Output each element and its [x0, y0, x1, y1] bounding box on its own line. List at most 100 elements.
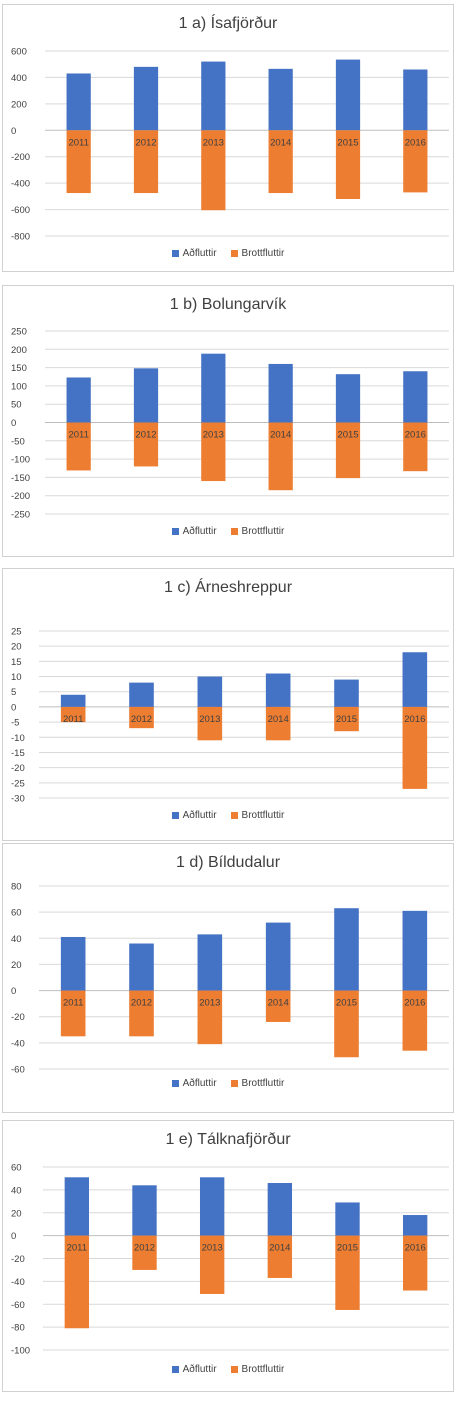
bar-brottfluttir — [265, 990, 291, 1022]
bar-brottfluttir — [334, 706, 359, 732]
legend-item-adfluttir: Aðfluttir — [171, 1364, 217, 1375]
x-category-label: 2011 — [68, 137, 88, 148]
y-tick-label: -50 — [11, 436, 25, 447]
y-tick-label: -200 — [11, 152, 30, 163]
bar-brottfluttir — [199, 1235, 225, 1294]
bar-brottfluttir — [197, 990, 223, 1045]
legend-item-brottfluttir: Brottfluttir — [230, 526, 285, 537]
legend-label: Aðfluttir — [182, 1078, 217, 1089]
bar-adfluttir — [133, 368, 159, 423]
y-tick-label: 20 — [11, 1208, 22, 1219]
bar-brottfluttir — [402, 990, 428, 1051]
bar-adfluttir — [265, 673, 291, 707]
bar-brottfluttir — [133, 130, 159, 194]
y-tick-label: -400 — [11, 179, 30, 190]
y-tick-label: -20 — [11, 1012, 25, 1023]
bar-adfluttir — [66, 73, 91, 131]
bar-adfluttir — [197, 676, 223, 707]
bar-brottfluttir — [129, 990, 154, 1037]
legend-label: Aðfluttir — [182, 810, 217, 821]
y-tick-label: 80 — [11, 882, 22, 893]
chart-title: 1 b) Bolungarvík — [169, 296, 287, 313]
y-tick-label: 40 — [11, 934, 22, 945]
y-tick-label: 50 — [11, 400, 22, 411]
chart-panel: 1 c) Árneshreppur 25 20 15 10 5 0 -5 -10 -15 -20 -2… — [2, 568, 454, 841]
bar-adfluttir — [129, 943, 154, 991]
x-category-label: 2013 — [202, 1243, 223, 1254]
bar-adfluttir — [129, 682, 154, 707]
bar-adfluttir — [201, 353, 226, 423]
legend-label: Brottfluttir — [241, 810, 285, 821]
y-tick-label: 200 — [11, 99, 27, 110]
x-category-label: 2013 — [199, 714, 220, 725]
legend-label: Aðfluttir — [182, 526, 217, 537]
y-tick-label: -250 — [11, 510, 30, 521]
y-tick-label: 25 — [11, 627, 22, 638]
bar-brottfluttir — [268, 130, 293, 194]
x-category-label: 2015 — [337, 430, 358, 441]
y-tick-label: 150 — [11, 363, 27, 374]
legend-item-brottfluttir: Brottfluttir — [230, 1078, 285, 1089]
chart-legend: Aðfluttir Brottfluttir — [3, 526, 453, 537]
y-tick-label: 5 — [11, 687, 16, 698]
x-category-label: 2014 — [268, 998, 289, 1009]
legend-label: Brottfluttir — [241, 1078, 285, 1089]
y-tick-label: 0 — [11, 126, 16, 137]
legend-item-adfluttir: Aðfluttir — [171, 248, 217, 259]
y-tick-label: -15 — [11, 748, 25, 759]
bar-brottfluttir — [402, 1235, 428, 1291]
legend-item-brottfluttir: Brottfluttir — [230, 1364, 285, 1375]
y-tick-label: 200 — [11, 345, 27, 356]
legend-swatch — [230, 527, 238, 535]
x-category-label: 2012 — [135, 137, 156, 148]
legend-swatch — [171, 1365, 179, 1373]
bar-adfluttir — [402, 910, 428, 991]
legend-label: Brottfluttir — [241, 1364, 285, 1375]
bar-brottfluttir — [265, 706, 291, 741]
legend-swatch — [171, 249, 179, 257]
y-tick-label: -60 — [11, 1065, 25, 1076]
bar-brottfluttir — [66, 422, 91, 471]
bar-adfluttir — [66, 377, 91, 423]
y-tick-label: -60 — [11, 1300, 25, 1311]
y-tick-label: 400 — [11, 73, 27, 84]
x-category-label: 2016 — [405, 137, 426, 148]
y-tick-label: -25 — [11, 778, 25, 789]
y-tick-label: 600 — [11, 47, 27, 58]
x-category-label: 2011 — [67, 1243, 87, 1254]
y-tick-label: -600 — [11, 205, 30, 216]
chart-panel: 1 a) Ísafjörður 600 400 200 0 -200 -400 -600 -80… — [2, 4, 454, 272]
y-tick-label: -800 — [11, 232, 30, 243]
bar-adfluttir — [197, 934, 223, 991]
x-category-label: 2012 — [134, 1243, 155, 1254]
chart-plot: 80 60 40 20 0 -20 -40 -60 2011 2012 2013 2014 2015 20… — [11, 882, 449, 1076]
legend-label: Aðfluttir — [182, 1364, 217, 1375]
y-tick-label: -20 — [11, 763, 25, 774]
y-tick-label: -200 — [11, 491, 30, 502]
bar-adfluttir — [201, 61, 226, 131]
chart-panel: 1 d) Bíldudalur 80 60 40 20 0 -20 -40 -60 2011 201… — [2, 843, 454, 1113]
legend-item-adfluttir: Aðfluttir — [171, 1078, 217, 1089]
chart-panel: 1 b) Bolungarvík 250 200 150 100 50 0 -50 -100 -1… — [2, 285, 454, 557]
chart-title: 1 c) Árneshreppur — [163, 579, 293, 596]
bar-adfluttir — [268, 363, 293, 423]
y-tick-label: 100 — [11, 381, 27, 392]
bar-adfluttir — [199, 1177, 225, 1236]
bar-adfluttir — [334, 679, 359, 707]
bar-adfluttir — [335, 1202, 360, 1236]
x-category-label: 2015 — [337, 1243, 358, 1254]
y-tick-label: -10 — [11, 733, 25, 744]
bar-brottfluttir — [201, 422, 226, 482]
bar-brottfluttir — [64, 1235, 90, 1329]
x-category-label: 2013 — [203, 137, 224, 148]
bar-adfluttir — [334, 908, 359, 991]
bar-brottfluttir — [60, 706, 86, 723]
legend-swatch — [230, 249, 238, 257]
y-tick-label: -20 — [11, 1254, 25, 1265]
bar-adfluttir — [335, 374, 361, 423]
y-tick-label: 60 — [11, 1163, 22, 1174]
chart-plot: 600 400 200 0 -200 -400 -600 -800 2011 2012 2013 20… — [11, 47, 449, 243]
legend-swatch — [171, 527, 179, 535]
legend-label: Brottfluttir — [241, 526, 285, 537]
